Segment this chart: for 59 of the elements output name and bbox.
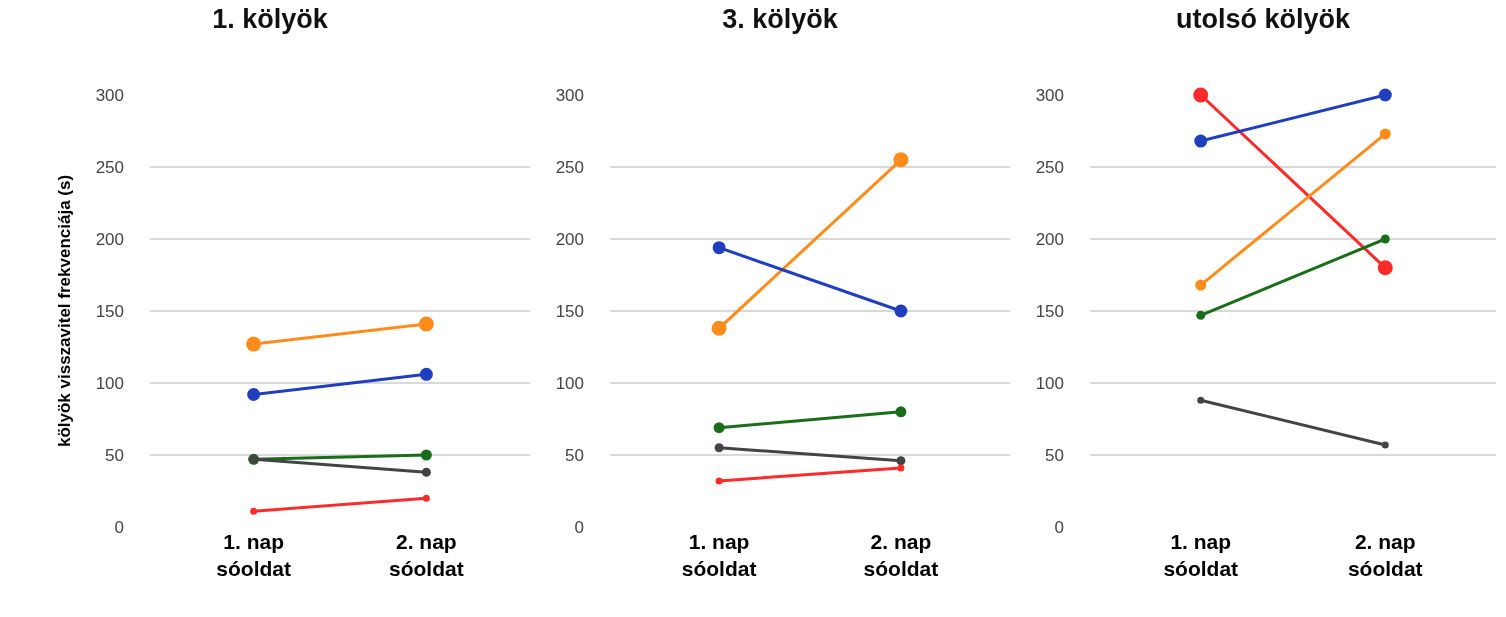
y-tick-label: 250 (95, 157, 124, 177)
y-tick-label: 300 (555, 85, 584, 105)
point (713, 422, 725, 434)
chart-title: utolsó kölyök (1175, 4, 1351, 35)
point (711, 320, 727, 336)
point (897, 464, 905, 472)
y-tick-label: 50 (105, 445, 124, 465)
point (714, 443, 724, 453)
point (715, 477, 723, 485)
y-tick-label: 0 (114, 517, 124, 537)
y-axis-title: kölyök visszavitel frekvenciája (s) (55, 174, 75, 448)
point (246, 336, 262, 352)
chart-title: 1. kölyök (212, 4, 329, 35)
point (1378, 88, 1392, 102)
y-tick-label: 150 (95, 301, 124, 321)
y-tick-label: 0 (574, 517, 584, 537)
y-tick-label: 200 (1035, 229, 1064, 249)
point (896, 456, 906, 466)
point (250, 507, 258, 515)
y-tick-label: 150 (555, 301, 584, 321)
x-tick-label: 1. nap sóoldat (1163, 530, 1239, 581)
point (1379, 128, 1391, 140)
point (1193, 87, 1209, 103)
y-tick-label: 50 (1045, 445, 1064, 465)
y-tick-label: 300 (1035, 85, 1064, 105)
point (1195, 279, 1207, 291)
point (1381, 441, 1389, 449)
point (418, 316, 434, 332)
point (1194, 134, 1208, 148)
point (712, 241, 726, 255)
y-tick-label: 100 (1035, 373, 1064, 393)
y-tick-label: 100 (555, 373, 584, 393)
point (895, 406, 907, 418)
point (419, 367, 433, 381)
point (247, 388, 261, 402)
x-tick-label: 1. nap sóoldat (681, 530, 757, 581)
point (1197, 396, 1205, 404)
x-tick-label: 1. nap sóoldat (216, 530, 291, 581)
point (893, 152, 909, 168)
y-tick-label: 300 (95, 85, 124, 105)
point (1380, 234, 1390, 244)
point (894, 304, 908, 318)
y-tick-label: 200 (555, 229, 584, 249)
y-tick-label: 50 (565, 445, 584, 465)
y-tick-label: 200 (95, 229, 124, 249)
x-tick-label: 2. nap sóoldat (863, 530, 939, 581)
point (1196, 310, 1206, 320)
x-tick-label: 2. nap sóoldat (1347, 530, 1423, 581)
y-tick-label: 0 (1054, 517, 1064, 537)
point (420, 449, 432, 461)
y-tick-label: 250 (555, 157, 584, 177)
y-tick-label: 150 (1035, 301, 1064, 321)
x-tick-label: 2. nap sóoldat (389, 530, 464, 581)
chart-title: 3. kölyök (722, 4, 839, 35)
point (422, 494, 430, 502)
y-tick-label: 100 (95, 373, 124, 393)
point (1377, 260, 1393, 276)
y-tick-label: 250 (1035, 157, 1064, 177)
point (421, 467, 431, 477)
